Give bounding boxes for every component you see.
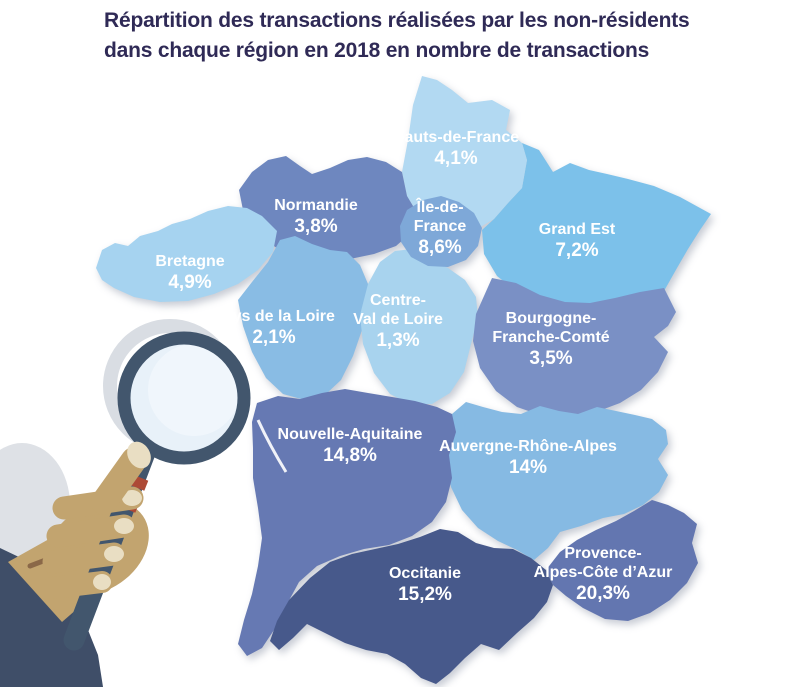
region-shape-auvergne-rhone-alpes bbox=[446, 402, 668, 560]
region-shape-ile-de-france bbox=[400, 196, 482, 267]
page-title-line2: dans chaque région en 2018 en nombre de … bbox=[104, 39, 650, 62]
region-shape-nouvelle-aquitaine bbox=[238, 389, 456, 656]
region-shape-centre-val-de-loire bbox=[360, 249, 478, 404]
thumb-nail bbox=[127, 441, 151, 469]
region-shape-grand-est bbox=[482, 143, 711, 309]
sleeve bbox=[0, 548, 103, 687]
region-shape-normandie bbox=[239, 156, 419, 261]
magnifier-rim bbox=[117, 331, 251, 465]
page-title: Répartition des transactions réalisées p… bbox=[104, 6, 784, 66]
region-shape-provence-alpes-cote-dazur bbox=[546, 500, 698, 621]
region-shape-bretagne bbox=[96, 206, 277, 302]
france-regions bbox=[96, 76, 711, 684]
handle-stripe-1 bbox=[125, 473, 149, 491]
region-shape-pays-de-la-loire bbox=[238, 236, 370, 400]
region-shape-occitanie bbox=[270, 529, 553, 684]
magnifier-lens-highlight bbox=[148, 344, 240, 436]
page-title-line1: Répartition des transactions réalisées p… bbox=[104, 9, 690, 32]
region-shape-hauts-de-france bbox=[402, 76, 527, 233]
thumb bbox=[91, 447, 147, 515]
finger-nails bbox=[93, 490, 142, 590]
magnifying-glass-icon bbox=[0, 319, 251, 687]
gironde-estuary-line bbox=[256, 419, 288, 473]
region-shape-bourgogne-franche-comte bbox=[473, 278, 676, 417]
